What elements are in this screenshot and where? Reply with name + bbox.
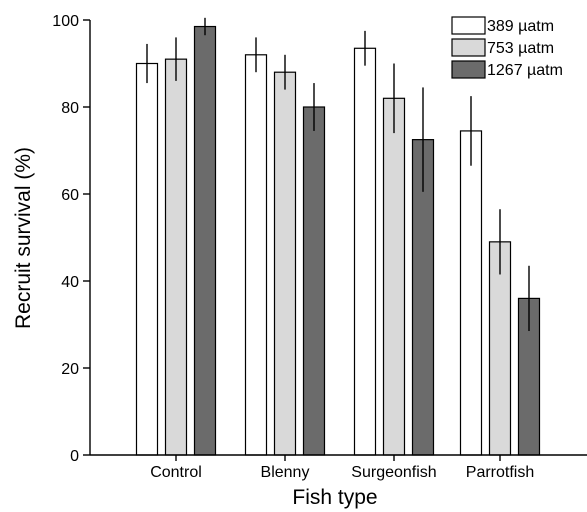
legend-label: 1267 µatm [487, 62, 563, 79]
x-axis-title: Fish type [292, 486, 377, 509]
y-tick-label: 0 [70, 448, 79, 465]
bar [135, 62, 159, 456]
bar [353, 47, 377, 456]
x-tick-label: Control [150, 464, 202, 481]
y-axis-title: Recruit survival (%) [12, 147, 35, 329]
bars-layer [135, 17, 541, 456]
legend-swatch [451, 38, 486, 57]
y-tick-label: 20 [61, 361, 79, 378]
bar [193, 25, 217, 456]
x-tick-label: Surgeonfish [351, 464, 436, 481]
legend-label: 753 µatm [487, 40, 554, 57]
legend-swatch [451, 16, 486, 35]
legend-label: 389 µatm [487, 18, 554, 35]
y-tick-label: 40 [61, 274, 79, 291]
bar [244, 54, 268, 456]
y-tick-label: 60 [61, 187, 79, 204]
bar [382, 97, 406, 456]
legend-swatch [451, 60, 486, 79]
axes-layer: 0 20 40 60 80 100 Control Blenny Surgeonfish Parr… [52, 13, 587, 481]
x-tick-label: Blenny [261, 464, 310, 481]
y-tick-label: 100 [52, 13, 79, 30]
y-tick-label: 80 [61, 100, 79, 117]
legend: 389 µatm 753 µatm 1267 µatm [451, 16, 563, 79]
bar [459, 130, 483, 456]
bar [164, 58, 188, 456]
bar [302, 106, 326, 456]
x-tick-label: Parrotfish [466, 464, 534, 481]
bar [273, 71, 297, 456]
